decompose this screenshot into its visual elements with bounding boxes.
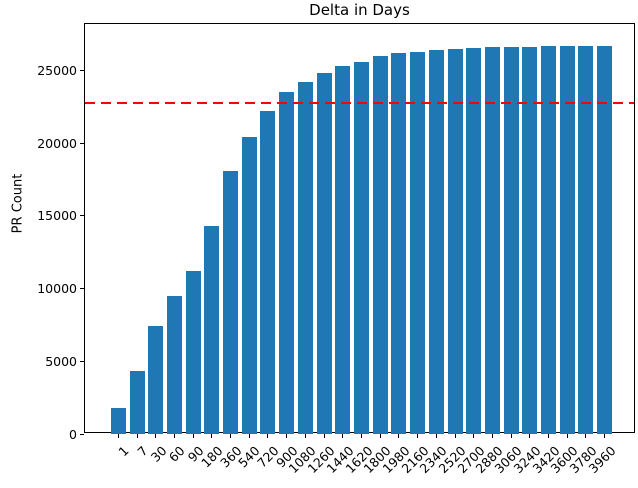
bar xyxy=(166,295,182,434)
x-tick-mark xyxy=(117,434,119,438)
x-tick-mark xyxy=(211,434,213,438)
y-tick-mark xyxy=(80,70,84,72)
threshold-line xyxy=(85,101,634,104)
bar xyxy=(541,45,557,434)
bar xyxy=(316,73,332,434)
x-tick-mark xyxy=(379,434,381,438)
bar xyxy=(297,82,313,434)
y-tick-label: 10000 xyxy=(37,281,77,297)
chart-title: Delta in Days xyxy=(309,1,410,19)
x-tick-mark xyxy=(491,434,493,438)
x-tick-mark xyxy=(585,434,587,438)
bar xyxy=(484,47,500,434)
x-tick-mark xyxy=(192,434,194,438)
bar xyxy=(279,92,295,434)
x-tick-mark xyxy=(548,434,550,438)
y-tick-mark xyxy=(80,215,84,217)
x-tick-mark xyxy=(566,434,568,438)
x-tick-mark xyxy=(155,434,157,438)
x-tick-mark xyxy=(248,434,250,438)
x-tick-mark xyxy=(473,434,475,438)
y-tick-mark xyxy=(80,360,84,362)
bar xyxy=(148,326,164,434)
bar xyxy=(410,51,426,434)
y-tick-label: 15000 xyxy=(37,208,77,224)
bar xyxy=(129,371,145,434)
y-tick-label: 0 xyxy=(69,426,77,442)
x-tick-mark xyxy=(342,434,344,438)
y-tick-label: 20000 xyxy=(37,135,77,151)
bar xyxy=(522,46,538,434)
x-tick-mark xyxy=(304,434,306,438)
bar xyxy=(204,226,220,434)
bar xyxy=(110,407,126,434)
x-tick-mark xyxy=(173,434,175,438)
bar xyxy=(391,53,407,434)
x-tick-mark xyxy=(417,434,419,438)
y-tick-mark xyxy=(80,288,84,290)
x-tick-mark xyxy=(398,434,400,438)
bar xyxy=(503,46,519,434)
y-tick-mark xyxy=(80,142,84,144)
bar xyxy=(447,48,463,434)
bar xyxy=(372,55,388,434)
bar xyxy=(241,137,257,434)
bar xyxy=(578,45,594,434)
bar xyxy=(185,271,201,434)
plot-area: 0 5000 10000 15000 20000 25000 1 7 30 60 90 180 360 5… xyxy=(37,23,635,476)
bar xyxy=(260,111,276,434)
x-tick-mark xyxy=(230,434,232,438)
y-tick-mark xyxy=(80,433,84,435)
y-tick-label: 25000 xyxy=(37,63,77,79)
bar xyxy=(428,50,444,434)
x-tick-mark xyxy=(435,434,437,438)
x-tick-mark xyxy=(529,434,531,438)
bar xyxy=(466,47,482,434)
x-tick-mark xyxy=(323,434,325,438)
x-tick-mark xyxy=(136,434,138,438)
bar xyxy=(354,61,369,434)
bar xyxy=(597,45,613,434)
x-tick-mark xyxy=(361,434,362,438)
bar xyxy=(335,66,351,434)
x-tick-mark xyxy=(604,434,606,438)
x-tick-mark xyxy=(267,434,269,438)
bar xyxy=(223,170,239,434)
x-tick-mark xyxy=(286,434,288,438)
bar xyxy=(559,45,575,434)
y-tick-label: 5000 xyxy=(45,353,77,369)
x-tick-mark xyxy=(454,434,456,438)
x-tick-mark xyxy=(510,434,512,438)
